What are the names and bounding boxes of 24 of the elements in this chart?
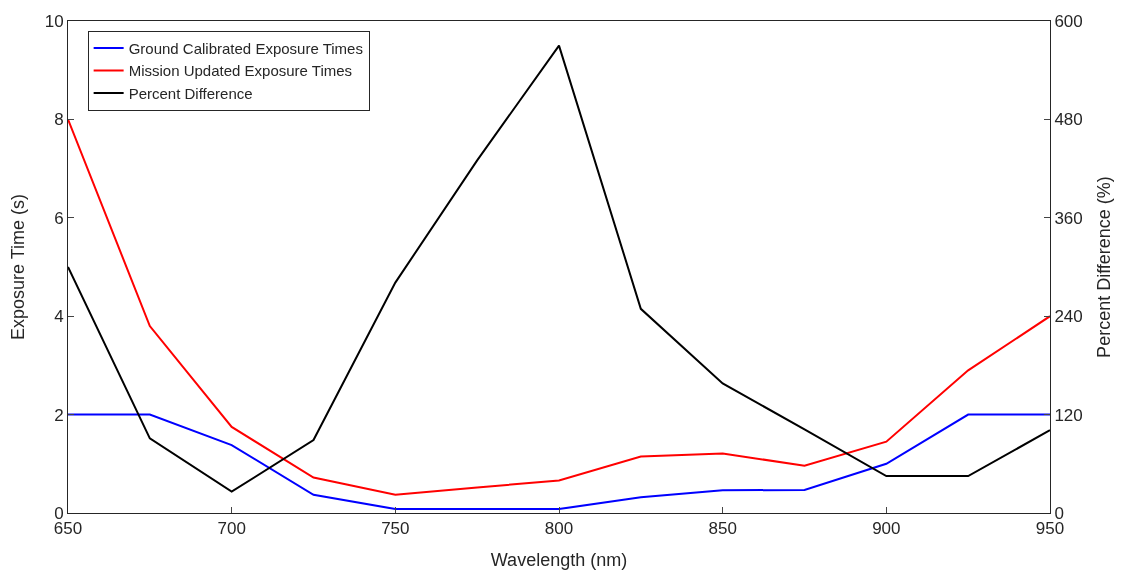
y2-tick-label: 360: [1054, 208, 1083, 228]
legend-label: Percent Difference: [128, 84, 253, 102]
y-axis-title: Exposure Time (s): [7, 193, 28, 341]
y-tick-label: 6: [54, 208, 64, 228]
y2-tick-label: 240: [1054, 307, 1083, 327]
line-series: [68, 44, 1050, 493]
x-tick-label: 750: [381, 519, 410, 539]
x-tick-label: 700: [217, 519, 246, 539]
y2-tick-label: 120: [1054, 405, 1083, 425]
y-tick-label: 2: [54, 405, 64, 425]
y-tick-label: 4: [54, 307, 64, 327]
line-series: [68, 413, 1050, 511]
y2-axis-title: Percent Difference (%): [1093, 176, 1114, 358]
y2-tick-label: 600: [1054, 11, 1083, 31]
line-series: [68, 118, 1050, 496]
y2-tick-label: 480: [1054, 110, 1083, 130]
x-tick-label: 800: [544, 519, 574, 539]
y-tick-label: 8: [54, 110, 64, 130]
legend-label: Ground Calibrated Exposure Times: [128, 39, 363, 57]
legend-label: Mission Updated Exposure Times: [128, 62, 353, 80]
y-tick-label: 10: [44, 11, 64, 31]
x-tick-label: 850: [708, 519, 737, 539]
x-axis-title: Wavelength (nm): [490, 549, 628, 570]
x-tick-label: 900: [872, 519, 901, 539]
